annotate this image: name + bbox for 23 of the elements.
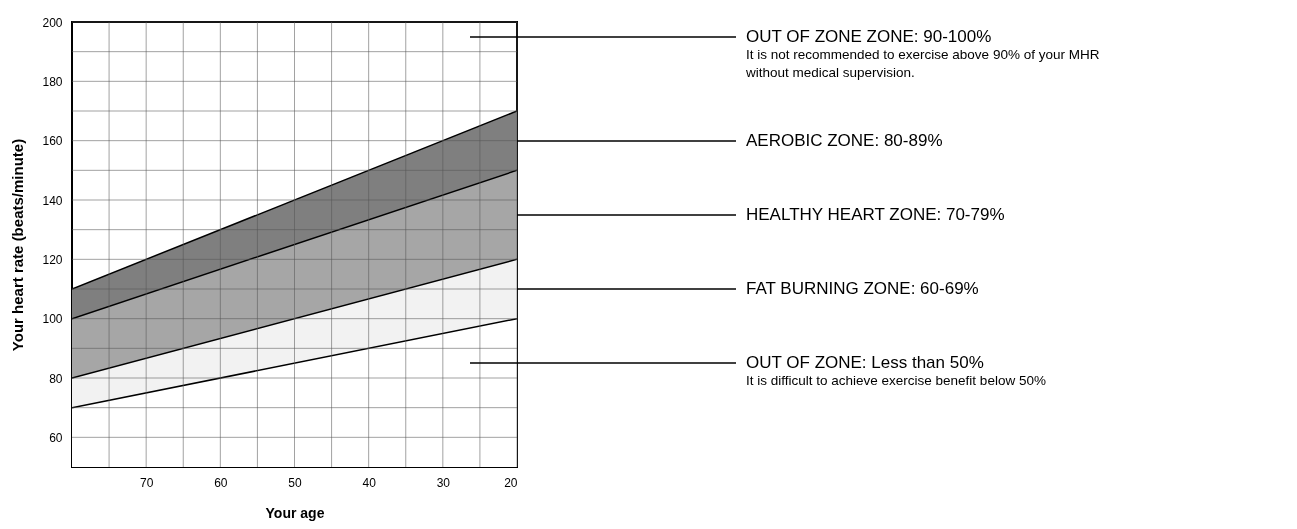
y-tick-label: 140 — [42, 193, 63, 208]
x-tick-label: 60 — [214, 475, 228, 490]
text: AEROBIC ZONE: 80-89% — [746, 131, 943, 150]
text: OUT OF ZONE ZONE: 90-100% — [746, 27, 992, 46]
text: HEALTHY HEART ZONE: 70-79% — [746, 205, 1005, 224]
text: FAT BURNING ZONE: 60-69% — [746, 279, 979, 298]
x-tick-label: 40 — [362, 475, 377, 490]
text: OUT OF ZONE: Less than 50% — [746, 353, 984, 372]
y-tick-label: 200 — [42, 15, 63, 30]
y-tick-label: 80 — [49, 371, 63, 386]
y-tick-label: 160 — [42, 134, 63, 149]
y-tick-label: 180 — [42, 74, 63, 89]
x-tick-label: 20 — [504, 475, 518, 490]
y-tick-label: 60 — [49, 430, 63, 445]
x-tick-label: 30 — [436, 475, 451, 490]
x-tick-label: 50 — [288, 475, 302, 490]
y-tick-label: 100 — [42, 312, 63, 327]
x-tick-label: 70 — [139, 475, 154, 490]
x-axis-title: Your age — [265, 504, 325, 521]
text: It is not recommended to exercise above 90% of your MHR without medical supervision. — [745, 47, 1100, 80]
y-axis-title: Your heart rate (beats/minute) — [9, 138, 27, 352]
y-tick-label: 120 — [42, 252, 63, 267]
text: It is difficult to achieve exercise benefit below 50% — [746, 373, 1046, 388]
